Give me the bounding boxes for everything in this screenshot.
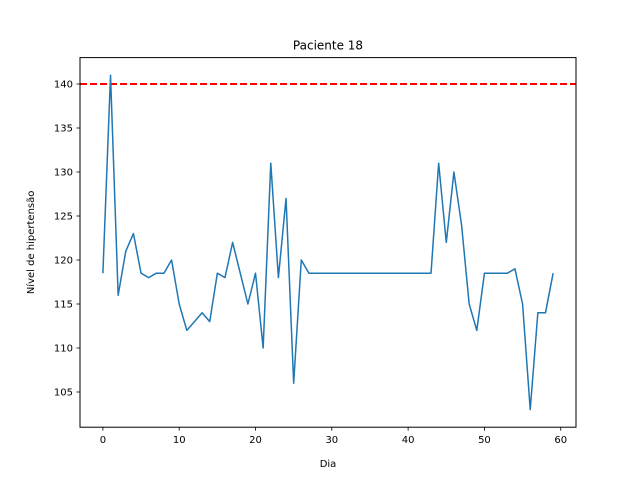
x-tick-label: 30: [325, 435, 338, 446]
y-tick-label: 115: [54, 300, 73, 311]
y-tick-label: 125: [54, 212, 73, 223]
x-tick-label: 50: [478, 435, 491, 446]
x-tick-label: 40: [402, 435, 415, 446]
x-tick-label: 60: [554, 435, 567, 446]
y-tick-label: 135: [54, 124, 73, 135]
x-axis-ticks: 0 10 20 30 40 50 60: [100, 427, 567, 446]
x-tick-label: 10: [173, 435, 186, 446]
chart-title: Paciente 18: [293, 39, 363, 53]
y-tick-label: 140: [54, 80, 73, 91]
y-tick-label: 130: [54, 168, 73, 179]
plot-layer: [80, 74, 576, 411]
series-line-0: [102, 74, 554, 411]
plot-frame: [79, 57, 577, 428]
y-tick-label: 105: [54, 388, 73, 399]
x-tick-label: 0: [100, 435, 106, 446]
x-axis-label: Dia: [320, 459, 337, 470]
y-axis-label: Nível de hipertensão: [25, 191, 37, 295]
y-tick-label: 110: [54, 344, 73, 355]
y-axis-ticks: 105 110 115 120 125 130 135 140: [54, 80, 80, 399]
x-tick-label: 20: [249, 435, 262, 446]
y-tick-label: 120: [54, 256, 73, 267]
